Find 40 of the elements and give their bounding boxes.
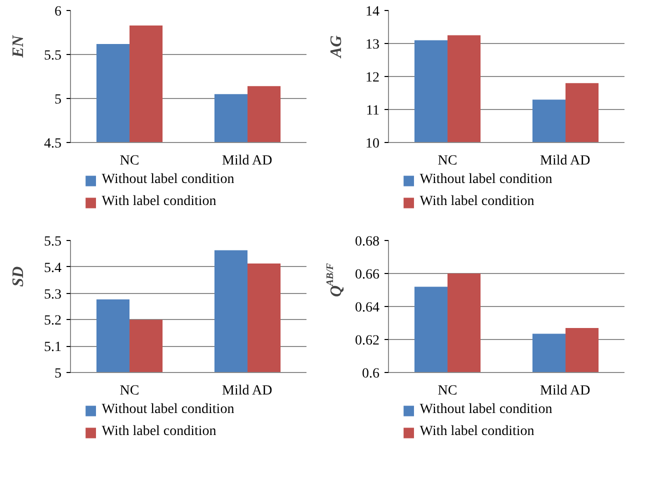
y-tick-label: 5.3 xyxy=(44,287,62,302)
legend-label: Without label condition xyxy=(420,402,552,418)
legend-label: With label condition xyxy=(102,424,216,440)
y-tick-label: 5 xyxy=(54,92,62,108)
legend-label: With label condition xyxy=(420,194,534,210)
y-tick-label: 14 xyxy=(366,4,380,20)
y-tick-label: 5.5 xyxy=(44,234,62,250)
x-tick-label: NC xyxy=(438,154,458,168)
x-tick-label: NC xyxy=(120,384,140,398)
y-axis-title: AG xyxy=(328,34,345,59)
y-tick-label: 0.62 xyxy=(355,334,380,348)
y-tick-label: 0.66 xyxy=(355,268,380,282)
legend-label: Without label condition xyxy=(102,402,234,418)
y-tick-label: 5.5 xyxy=(44,48,62,64)
y-axis-title: SD xyxy=(10,266,27,287)
y-tick-label: 4.5 xyxy=(44,136,62,152)
x-tick-label: Mild AD xyxy=(222,154,272,168)
y-tick-label: 5.1 xyxy=(44,340,62,356)
legend-label: With label condition xyxy=(102,194,216,210)
y-tick-label: 5 xyxy=(54,366,62,382)
y-tick-label: 5.4 xyxy=(44,260,62,276)
y-tick-label: 0.64 xyxy=(355,300,380,316)
x-tick-label: Mild AD xyxy=(540,154,590,168)
legend-label: Without label condition xyxy=(102,172,234,188)
x-tick-label: Mild AD xyxy=(540,384,590,398)
y-tick-label: 5.2 xyxy=(44,314,62,329)
y-tick-label: 12 xyxy=(366,70,380,86)
y-axis-title: QAB/F xyxy=(325,262,345,297)
legend-label: With label condition xyxy=(420,424,534,440)
x-tick-label: NC xyxy=(438,384,458,398)
y-tick-label: 0.68 xyxy=(355,234,380,250)
y-axis-title: EN xyxy=(10,34,27,59)
x-tick-label: Mild AD xyxy=(222,384,272,398)
y-tick-label: 11 xyxy=(366,104,380,118)
y-tick-label: 6 xyxy=(54,4,62,20)
legend-label: Without label condition xyxy=(420,172,552,188)
x-tick-label: NC xyxy=(120,154,140,168)
y-tick-label: 13 xyxy=(366,38,380,52)
y-tick-label: 10 xyxy=(366,136,380,152)
y-tick-label: 0.6 xyxy=(362,366,380,382)
